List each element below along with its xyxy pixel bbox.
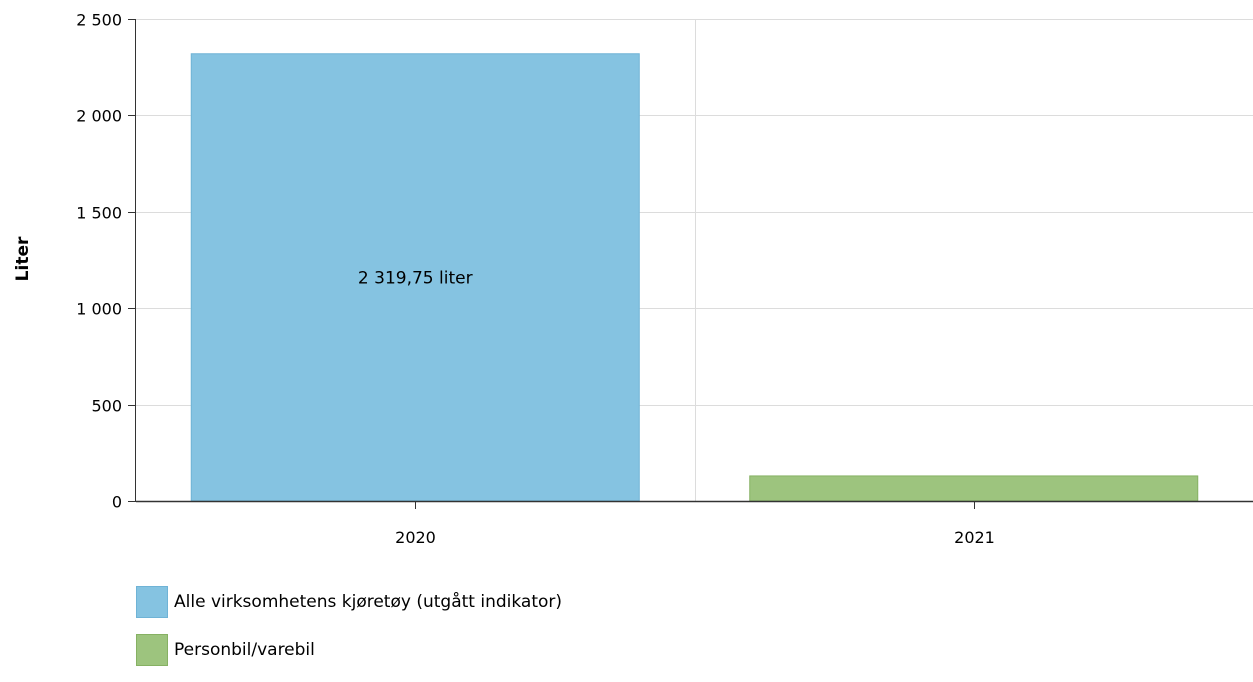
data-labels: 2 319,75 liter xyxy=(358,268,473,288)
data-label-2020: 2 319,75 liter xyxy=(358,268,473,288)
bars xyxy=(191,54,1198,501)
legend-swatch xyxy=(136,634,168,666)
bar-2021 xyxy=(750,476,1198,501)
legend-item[interactable]: Personbil/varebil xyxy=(136,634,562,666)
y-tick-label: 2 500 xyxy=(76,11,122,30)
y-tick-label: 1 500 xyxy=(76,204,122,223)
y-axis-title: Liter xyxy=(13,236,33,281)
legend-item[interactable]: Alle virksomhetens kjøretøy (utgått indi… xyxy=(136,586,562,618)
y-tick-label: 2 000 xyxy=(76,107,122,126)
y-tick-label: 500 xyxy=(91,397,122,416)
y-tick-label: 1 000 xyxy=(76,300,122,319)
legend-swatch xyxy=(136,586,168,618)
x-tick-label-2020: 2020 xyxy=(395,528,436,547)
legend-label: Personbil/varebil xyxy=(174,640,315,660)
legend-label: Alle virksomhetens kjøretøy (utgått indi… xyxy=(174,592,562,612)
x-tick-label-2021: 2021 xyxy=(954,528,995,547)
y-tick-label: 0 xyxy=(112,493,122,512)
y-axis-ticks: 0 500 1 000 1 500 2 000 2 500 xyxy=(76,11,136,512)
x-axis-ticks: 2020 2021 xyxy=(395,501,995,547)
